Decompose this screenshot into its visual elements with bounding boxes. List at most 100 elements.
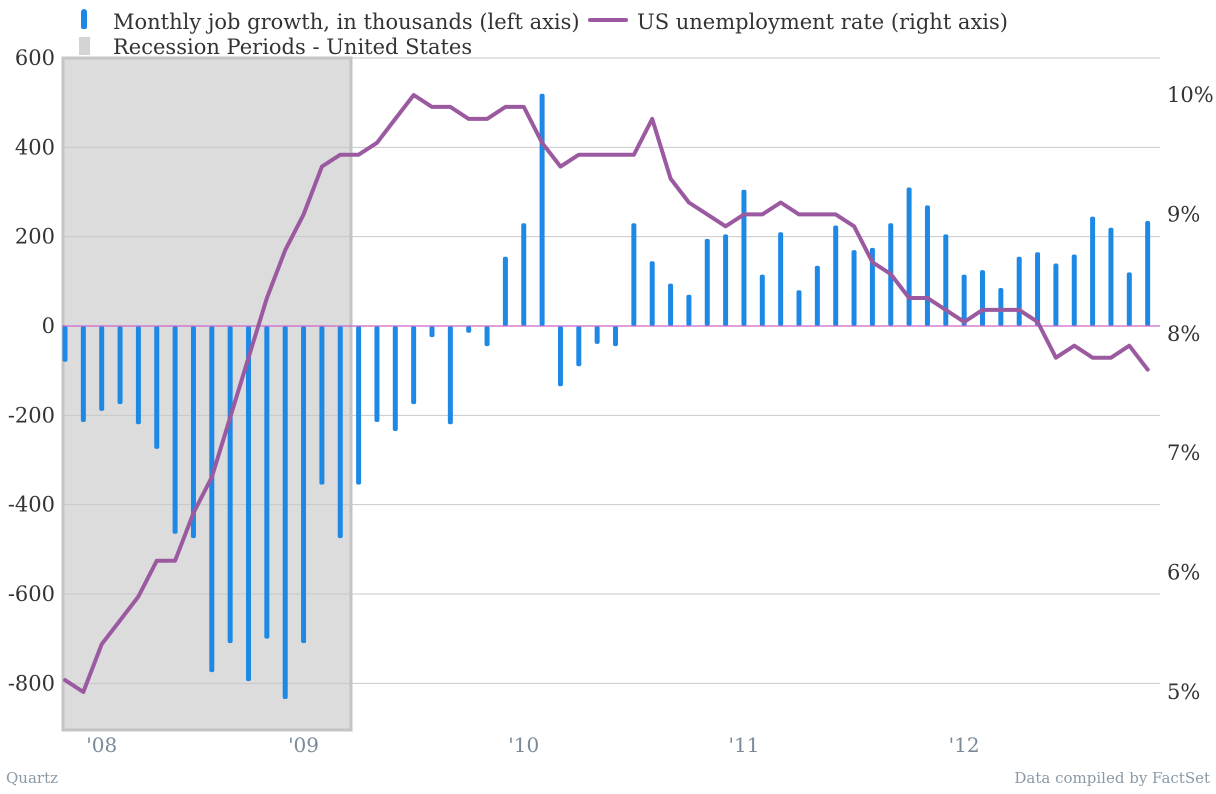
legend-label-job-growth: Monthly job growth, in thousands (left a… <box>113 10 580 34</box>
job-growth-bar <box>502 256 508 326</box>
legend-item-recession: Recession Periods - United States <box>79 35 472 59</box>
job-growth-bar <box>613 326 618 347</box>
job-growth-bar <box>686 294 692 326</box>
job-growth-bar <box>80 326 86 423</box>
left-tick-label: 0 <box>42 314 55 338</box>
right-tick-label: 5% <box>1167 680 1200 704</box>
job-growth-bar <box>980 270 985 326</box>
job-growth-bar <box>539 93 545 326</box>
job-growth-bar <box>741 189 747 326</box>
job-growth-bar <box>264 326 270 639</box>
job-growth-bar <box>411 326 417 405</box>
right-tick-label: 6% <box>1167 561 1200 585</box>
job-growth-bar <box>466 326 472 333</box>
job-growth-bar <box>190 326 196 539</box>
job-growth-bar <box>668 283 674 326</box>
job-growth-bar <box>924 205 930 326</box>
job-growth-bar <box>759 274 765 326</box>
legend-recession-swatch <box>79 37 90 55</box>
job-growth-bar <box>172 326 178 534</box>
right-tick-label: 8% <box>1167 322 1200 346</box>
right-tick-label: 9% <box>1167 202 1200 226</box>
job-growth-bar <box>337 326 343 539</box>
source-credit: Quartz <box>6 769 58 787</box>
left-tick-label: -600 <box>8 582 55 606</box>
job-growth-bar <box>1145 221 1151 326</box>
x-tick-label: '10 <box>508 733 539 757</box>
job-growth-bar <box>1053 263 1059 326</box>
job-growth-bar <box>943 234 949 326</box>
left-tick-label: 400 <box>15 135 55 159</box>
job-growth-bar <box>906 187 912 326</box>
left-tick-label: 200 <box>15 225 55 249</box>
job-growth-bar <box>246 326 251 682</box>
job-growth-bar <box>631 223 637 326</box>
job-growth-bar <box>594 326 600 344</box>
job-growth-bar <box>521 223 527 326</box>
recession-layer <box>61 56 353 732</box>
job-growth-bar <box>99 326 105 411</box>
unemployment-line-layer <box>63 93 1150 694</box>
job-growth-bar <box>1090 216 1096 326</box>
legend: Monthly job growth, in thousands (left a… <box>79 9 1008 59</box>
right-tick-label: 10% <box>1167 83 1214 107</box>
job-growth-bar <box>576 326 582 367</box>
x-tick-label: '11 <box>728 733 759 757</box>
job-growth-bar <box>374 326 380 423</box>
data-credit: Data compiled by FactSet <box>1014 769 1210 787</box>
job-growth-bar <box>135 326 141 425</box>
x-axis-ticks: '08 '09 '10 '11 '12 <box>86 733 979 757</box>
job-growth-bar <box>356 326 362 485</box>
legend-bar-swatch <box>81 11 87 29</box>
job-growth-bar <box>1071 254 1077 326</box>
right-axis-ticks: 10% 9% 8% 7% 6% 5% <box>1167 83 1214 704</box>
legend-label-unemployment: US unemployment rate (right axis) <box>637 10 1008 34</box>
legend-label-recession: Recession Periods - United States <box>113 35 472 59</box>
x-tick-label: '08 <box>86 733 117 757</box>
unemployment-line <box>63 93 1150 694</box>
gridlines <box>62 57 1160 684</box>
x-tick-label: '12 <box>949 733 980 757</box>
job-growth-bar <box>869 247 875 326</box>
legend-bar-swatch-cap <box>81 9 87 15</box>
job-growth-bar <box>833 225 839 326</box>
job-growth-bar <box>557 326 563 387</box>
job-growth-bar <box>851 250 857 326</box>
job-growth-bar <box>301 326 307 644</box>
job-growth-bar <box>429 326 435 338</box>
legend-item-job-growth: Monthly job growth, in thousands (left a… <box>81 9 580 34</box>
job-growth-bar <box>319 326 325 485</box>
job-growth-bar <box>154 326 160 449</box>
job-growth-bar <box>796 290 802 326</box>
job-growth-bar <box>961 274 967 326</box>
legend-item-unemployment: US unemployment rate (right axis) <box>588 10 1008 34</box>
left-tick-label: -400 <box>8 493 55 517</box>
job-growth-bar <box>209 326 215 673</box>
job-growth-bar <box>392 326 398 431</box>
job-growth-bar <box>117 326 123 405</box>
left-axis-ticks: 600 400 200 0 -200 -400 -600 -800 <box>8 46 55 695</box>
job-growth-bar <box>1035 252 1041 326</box>
job-growth-bar <box>998 288 1004 326</box>
right-tick-label: 7% <box>1167 441 1200 465</box>
job-growth-bar <box>227 326 233 644</box>
job-growth-bar <box>282 326 288 699</box>
job-growth-bar <box>1016 256 1022 326</box>
job-growth-bar <box>778 232 784 326</box>
recession-band <box>61 56 353 732</box>
left-tick-label: -200 <box>8 403 55 427</box>
job-growth-bar <box>62 326 68 362</box>
job-growth-bar <box>484 326 490 347</box>
job-growth-bars <box>62 93 1151 699</box>
left-tick-label: -800 <box>8 671 55 695</box>
job-growth-bar <box>649 261 655 326</box>
job-growth-bar <box>814 265 820 326</box>
left-tick-label: 600 <box>15 46 55 70</box>
job-growth-bar <box>447 326 453 425</box>
job-growth-bar <box>1126 272 1132 326</box>
job-growth-bar <box>704 238 710 326</box>
x-tick-label: '09 <box>288 733 319 757</box>
job-growth-bar <box>723 234 729 326</box>
